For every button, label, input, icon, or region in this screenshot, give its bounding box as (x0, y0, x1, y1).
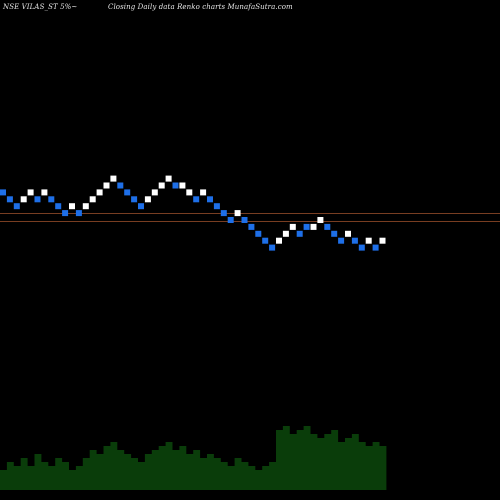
renko-brick (193, 196, 200, 203)
renko-brick (379, 237, 386, 244)
renko-brick (310, 223, 317, 230)
renko-brick (6, 196, 13, 203)
renko-brick (131, 196, 138, 203)
renko-brick (117, 182, 124, 189)
renko-brick (351, 237, 358, 244)
renko-brick (89, 196, 96, 203)
renko-brick (82, 203, 89, 210)
renko-brick (179, 182, 186, 189)
renko-brick (75, 210, 82, 217)
renko-brick (331, 230, 338, 237)
volume-area (0, 426, 387, 490)
renko-brick (186, 189, 193, 196)
chart-title: NSE VILAS_ST 5%~ (3, 3, 78, 11)
renko-brick (138, 203, 144, 210)
renko-brick (248, 223, 255, 230)
renko-brick (365, 237, 372, 244)
renko-brick (34, 196, 41, 203)
renko-brick (317, 217, 324, 223)
chart-subtitle: Closing Daily data Renko charts MunafaSu… (108, 3, 293, 11)
renko-brick (303, 223, 310, 230)
renko-brick (0, 189, 6, 196)
renko-brick (20, 196, 27, 203)
renko-brick (144, 196, 151, 203)
renko-brick (158, 182, 165, 189)
renko-brick (220, 210, 227, 217)
renko-brick (227, 217, 234, 223)
renko-brick (165, 175, 172, 182)
renko-brick (69, 203, 75, 210)
renko-brick (296, 230, 303, 237)
renko-brick (13, 203, 20, 210)
renko-brick (241, 217, 248, 223)
renko-brick (358, 244, 365, 251)
renko-brick (262, 237, 269, 244)
renko-brick (62, 210, 69, 217)
renko-brick (269, 244, 276, 251)
renko-brick (282, 230, 289, 237)
renko-brick (324, 223, 331, 230)
renko-brick (255, 230, 262, 237)
renko-brick (338, 237, 345, 244)
renko-brick (289, 223, 296, 230)
renko-brick (372, 244, 379, 251)
renko-brick (213, 203, 220, 210)
renko-brick (207, 196, 213, 203)
renko-brick (103, 182, 110, 189)
renko-brick (345, 230, 351, 237)
renko-brick (124, 189, 131, 196)
renko-brick (27, 189, 34, 196)
renko-brick (276, 237, 282, 244)
renko-brick (55, 203, 62, 210)
renko-brick (41, 189, 48, 196)
renko-brick (234, 210, 241, 217)
renko-brick (110, 175, 117, 182)
renko-brick (96, 189, 103, 196)
renko-brick (48, 196, 55, 203)
renko-brick (151, 189, 158, 196)
renko-brick (172, 182, 179, 189)
renko-brick (200, 189, 207, 196)
